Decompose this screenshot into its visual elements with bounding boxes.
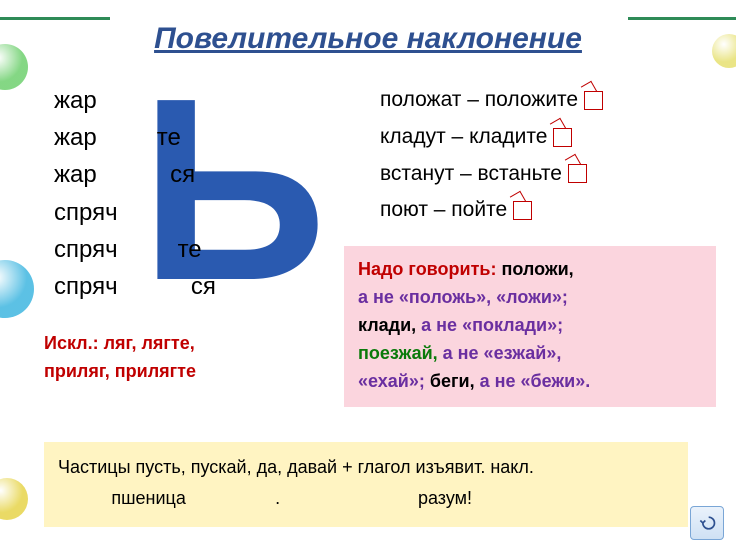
exception-note: Искл.: ляг, лягте, приляг, прилягте <box>44 330 196 386</box>
verb-pair-row: положат – положите <box>380 82 603 119</box>
usage-note-line: «ехай»; беги, а не «бежи». <box>358 368 702 396</box>
header-line-left <box>0 17 110 20</box>
decor-bubble <box>0 260 34 318</box>
usage-note-segment: Надо говорить: <box>358 259 501 279</box>
verb-pair-text: положат – положите <box>380 82 578 119</box>
decor-bubble <box>0 478 28 520</box>
verb-pair-row: встанут – встаньте <box>380 156 603 193</box>
usage-note-box: Надо говорить: положи, а не «положь», «л… <box>344 246 716 407</box>
usage-note-segment: а не «бежи». <box>480 371 591 391</box>
exception-line: приляг, прилягте <box>44 358 196 386</box>
particles-line: Пусть пшеница колосится. Да здравствует … <box>58 483 674 514</box>
usage-note-segment: беги, <box>430 371 480 391</box>
morpheme-box-icon <box>553 128 572 147</box>
morpheme-box-icon <box>513 201 532 220</box>
left-word-list: жаржар тежар сяспрячспряч теспряч ся <box>54 82 216 305</box>
header-line-right <box>628 17 736 20</box>
usage-note-segment: а не «езжай», <box>443 343 562 363</box>
left-word-row: жар те <box>54 119 216 156</box>
usage-note-segment: клади, <box>358 315 421 335</box>
usage-note-segment: поезжай, <box>358 343 443 363</box>
left-word-row: спряч те <box>54 231 216 268</box>
return-button[interactable] <box>690 506 724 540</box>
verb-pair-row: поют – пойте <box>380 192 603 229</box>
particles-box: Частицы пусть, пускай, да, давай + глаго… <box>44 442 688 527</box>
left-word-row: спряч <box>54 194 216 231</box>
left-word-row: жар <box>54 82 216 119</box>
usage-note-line: а не «положь», «ложи»; <box>358 284 702 312</box>
usage-note-segment: а не «поклади»; <box>421 315 563 335</box>
usage-note-line: клади, а не «поклади»; <box>358 312 702 340</box>
left-word-row: спряч ся <box>54 268 216 305</box>
verb-pair-text: встанут – встаньте <box>380 156 562 193</box>
verb-pair-text: кладут – кладите <box>380 119 547 156</box>
morpheme-box-icon <box>568 164 587 183</box>
particles-line: Частицы пусть, пускай, да, давай + глаго… <box>58 452 674 483</box>
return-icon <box>697 513 717 533</box>
usage-note-segment: положи, <box>501 259 573 279</box>
usage-note-line: Надо говорить: положи, <box>358 256 702 284</box>
usage-note-segment: а не «положь», «ложи»; <box>358 287 568 307</box>
page-title: Повелительное наклонение <box>0 22 736 56</box>
left-word-row: жар ся <box>54 156 216 193</box>
exception-line: Искл.: ляг, лягте, <box>44 330 196 358</box>
verb-pair-text: поют – пойте <box>380 192 507 229</box>
morpheme-box-icon <box>584 91 603 110</box>
usage-note-line: поезжай, а не «езжай», <box>358 340 702 368</box>
verb-pairs: положат – положитекладут – кладитевстану… <box>380 82 603 229</box>
verb-pair-row: кладут – кладите <box>380 119 603 156</box>
usage-note-segment: «ехай»; <box>358 371 430 391</box>
